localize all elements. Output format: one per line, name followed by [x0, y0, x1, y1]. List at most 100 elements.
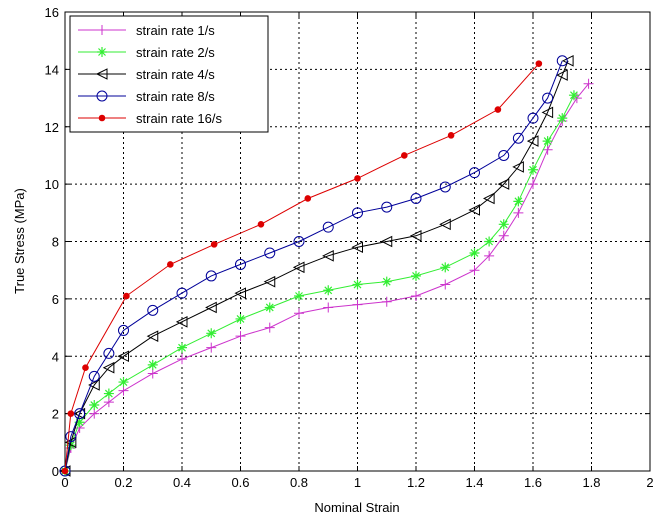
- data-point-marker: [59, 465, 71, 477]
- data-point-marker: [97, 47, 107, 57]
- data-point-marker: [542, 136, 553, 147]
- data-point-marker: [381, 276, 392, 287]
- data-point-marker: [167, 261, 174, 268]
- series-line: [64, 83, 589, 472]
- x-tick-label: 2: [646, 475, 653, 490]
- data-point-marker: [498, 149, 510, 161]
- data-point-marker: [440, 279, 451, 290]
- data-point-marker: [205, 270, 217, 282]
- data-point-marker: [257, 220, 265, 228]
- x-tick-label: 1.6: [524, 475, 542, 490]
- data-point-marker: [410, 192, 422, 204]
- data-point-marker: [103, 397, 114, 408]
- data-point-marker: [175, 316, 188, 328]
- data-point-marker: [468, 204, 480, 216]
- data-point-marker: [61, 467, 69, 475]
- data-point-marker: [409, 229, 422, 242]
- series-2: [60, 90, 579, 476]
- series-layer: [58, 54, 594, 477]
- data-point-marker: [512, 132, 524, 144]
- data-point-marker: [497, 178, 510, 190]
- data-point-marker: [206, 328, 217, 339]
- axis-ticks: 0 0.2 0.4 0.6 0.8 1 1.2 1.4 1.6 1.8 2 0 2 4 6 8 10 12 14 16: [45, 5, 654, 490]
- data-point-marker: [561, 54, 574, 67]
- data-point-marker: [469, 167, 480, 179]
- data-point-marker: [263, 275, 276, 288]
- data-point-marker: [264, 302, 275, 313]
- data-point-marker: [64, 436, 77, 449]
- data-point-marker: [440, 262, 451, 273]
- legend-entry: strain rate 2/s: [78, 45, 215, 60]
- data-point-marker: [123, 292, 130, 300]
- data-point-marker: [498, 230, 509, 241]
- data-point-marker: [447, 132, 455, 139]
- data-point-marker: [235, 331, 246, 342]
- x-tick-label: 0.6: [231, 475, 249, 490]
- data-point-marker: [322, 221, 334, 233]
- legend-label: strain rate 1/s: [136, 23, 215, 38]
- series-line: [64, 60, 569, 472]
- y-tick-label: 0: [52, 464, 59, 479]
- data-point-marker: [401, 152, 408, 159]
- data-point-marker: [528, 179, 538, 190]
- data-point-marker: [89, 400, 100, 411]
- x-tick-label: 0.4: [173, 475, 191, 490]
- data-point-marker: [74, 417, 85, 428]
- data-point-marker: [98, 114, 106, 122]
- x-tick-label: 1.4: [465, 475, 483, 490]
- series-line: [64, 60, 563, 472]
- data-point-marker: [118, 324, 129, 336]
- data-point-marker: [352, 207, 363, 219]
- data-point-marker: [147, 304, 159, 316]
- series-4: [59, 55, 568, 477]
- data-point-marker: [147, 368, 158, 379]
- data-point-marker: [352, 279, 363, 290]
- data-point-marker: [103, 388, 114, 399]
- data-point-marker: [494, 106, 502, 113]
- x-tick-label: 1.8: [582, 475, 600, 490]
- y-tick-label: 4: [52, 349, 59, 364]
- data-point-marker: [89, 408, 100, 419]
- data-point-marker: [234, 287, 246, 299]
- data-point-marker: [439, 218, 451, 231]
- data-point-marker: [210, 241, 218, 248]
- data-point-marker: [264, 322, 275, 333]
- legend-entry: strain rate 8/s: [78, 89, 215, 104]
- data-point-marker: [484, 250, 495, 261]
- legend-entry: strain rate 1/s: [78, 23, 215, 38]
- data-point-marker: [117, 350, 129, 363]
- data-point-marker: [176, 287, 188, 299]
- data-point-marker: [264, 247, 276, 259]
- series-5: [61, 60, 543, 475]
- legend-entry: strain rate 4/s: [78, 67, 215, 82]
- data-point-marker: [95, 68, 108, 80]
- data-point-marker: [556, 55, 568, 67]
- data-point-marker: [381, 201, 393, 213]
- data-point-marker: [535, 60, 543, 67]
- y-tick-label: 10: [45, 177, 59, 192]
- data-point-marker: [206, 342, 217, 353]
- legend-label: strain rate 16/s: [136, 111, 222, 126]
- data-point-marker: [323, 302, 334, 313]
- data-point-marker: [82, 364, 89, 372]
- data-point-marker: [541, 106, 554, 119]
- data-point-marker: [65, 431, 77, 443]
- y-tick-label: 14: [45, 62, 59, 77]
- data-point-marker: [118, 385, 129, 396]
- data-point-marker: [74, 408, 86, 420]
- data-point-marker: [483, 192, 495, 205]
- y-axis-label: True Stress (MPa): [12, 188, 27, 294]
- data-point-marker: [103, 347, 115, 359]
- data-point-marker: [67, 410, 75, 417]
- data-point-marker: [97, 25, 107, 35]
- data-point-marker: [528, 164, 538, 175]
- data-point-marker: [498, 219, 509, 230]
- data-point-marker: [292, 261, 305, 274]
- legend-label: strain rate 2/s: [136, 45, 215, 60]
- legend: strain rate 1/s strain rate 2/s strain rat…: [69, 15, 269, 133]
- data-point-marker: [351, 241, 363, 254]
- data-point-marker: [354, 175, 361, 182]
- data-point-marker: [583, 78, 594, 89]
